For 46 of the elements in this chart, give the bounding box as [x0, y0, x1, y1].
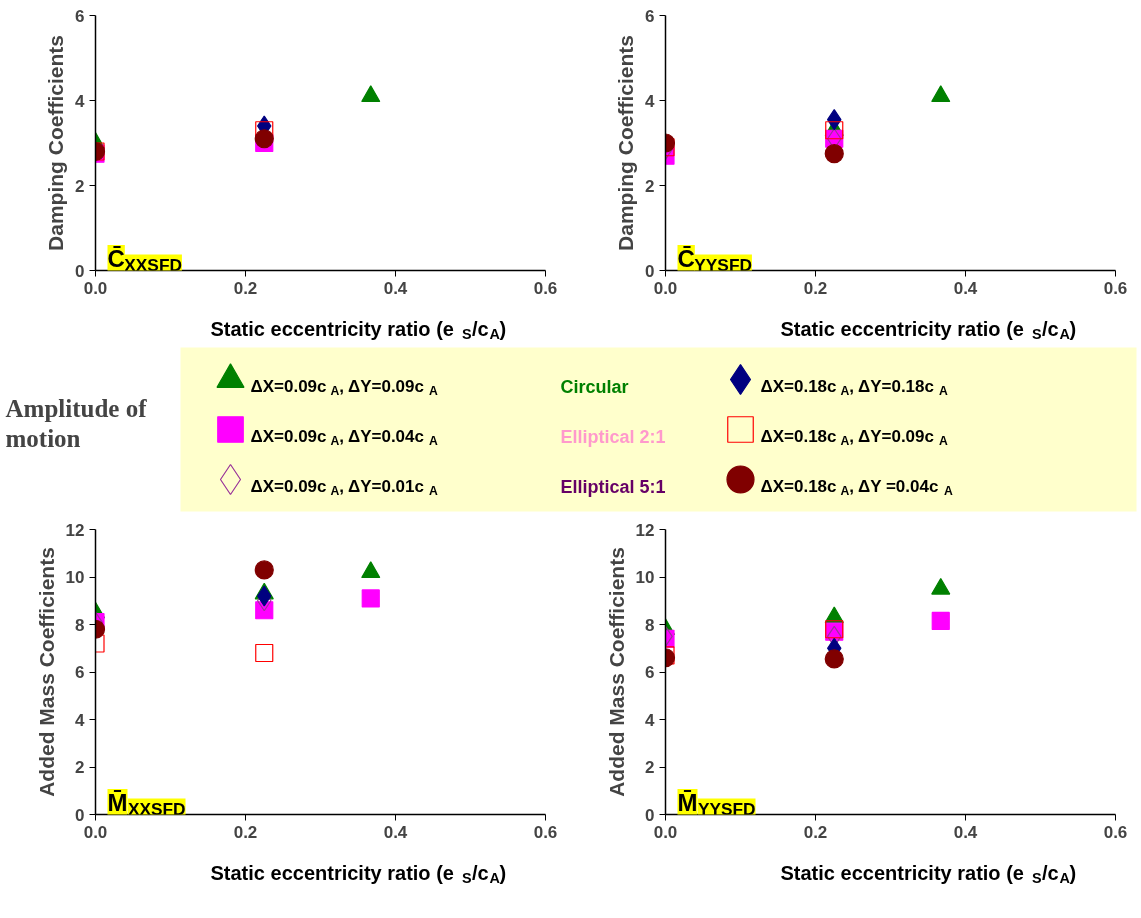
y-tick-label: 2 [75, 758, 85, 777]
y-tick-label: 2 [75, 176, 85, 196]
x-tick-label: 0.4 [953, 822, 978, 842]
y-tick-label: 6 [645, 663, 655, 682]
y-tick-label: 8 [645, 615, 655, 635]
y-axis-title: Damping Coefficients [44, 35, 68, 251]
y-axis-title: Added Mass Coefficients [604, 547, 628, 797]
text: Circular [560, 376, 629, 397]
x-tick-label: 0.0 [653, 278, 678, 298]
y-axis-title: Added Mass Coefficients [34, 547, 58, 797]
x-tick-label: 0.4 [383, 822, 408, 842]
y-tick-label: 8 [75, 615, 85, 635]
y-tick-label: 12 [65, 520, 85, 540]
y-tick-label: 6 [75, 663, 85, 682]
x-tick-label: 0.2 [803, 278, 828, 298]
text: Elliptical 2:1 [560, 426, 666, 447]
x-tick-label: 0.6 [1103, 822, 1128, 842]
y-tick-label: 0 [75, 805, 85, 825]
y-tick-label: 4 [645, 91, 656, 111]
x-tick-label: 0.2 [233, 278, 258, 298]
x-tick-label: 0.0 [83, 278, 108, 298]
x-tick-label: 0.0 [83, 822, 108, 842]
y-tick-label: 4 [75, 710, 86, 730]
x-tick-label: 0.2 [233, 822, 258, 842]
y-tick-label: 2 [645, 758, 655, 777]
y-tick-label: 0 [75, 261, 85, 281]
y-tick-label: 4 [645, 710, 656, 730]
y-tick-label: 0 [645, 261, 655, 281]
y-tick-label: 10 [635, 568, 655, 587]
x-tick-label: 0.4 [383, 278, 408, 298]
x-tick-label: 0.6 [1103, 278, 1128, 298]
text: Elliptical 5:1 [560, 476, 666, 497]
y-tick-label: 12 [635, 520, 655, 540]
y-tick-label: 0 [645, 805, 655, 825]
x-tick-label: 0.4 [953, 278, 978, 298]
y-tick-label: 4 [75, 91, 86, 111]
y-tick-label: 6 [645, 6, 655, 26]
x-tick-label: 0.2 [803, 822, 828, 842]
y-tick-label: 2 [645, 176, 655, 196]
legend-title: Amplitude of motion [5, 394, 148, 452]
y-tick-label: 6 [75, 6, 85, 26]
x-tick-label: 0.6 [533, 822, 558, 842]
y-axis-title: Damping Coefficients [614, 35, 638, 251]
x-tick-label: 0.6 [533, 278, 558, 298]
x-tick-label: 0.0 [653, 822, 678, 842]
y-tick-label: 10 [65, 568, 85, 587]
